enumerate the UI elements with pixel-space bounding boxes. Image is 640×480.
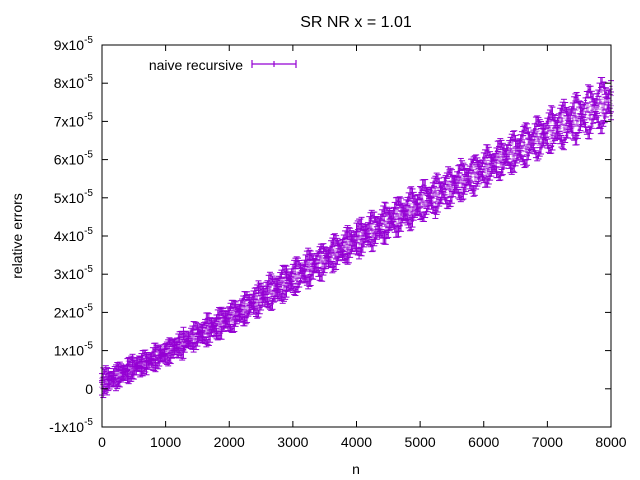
y-tick-label: 0 — [85, 381, 93, 397]
x-tick-label: 4000 — [341, 434, 372, 450]
data-point — [347, 227, 354, 240]
legend-label: naive recursive — [149, 57, 243, 73]
data-point — [266, 284, 273, 295]
data-point — [256, 282, 263, 294]
x-tick-label: 7000 — [532, 434, 563, 450]
y-tick-label: 5x10-5 — [54, 188, 94, 206]
legend-sample — [251, 60, 297, 68]
data-point — [217, 317, 224, 331]
y-tick-label: -1x10-5 — [49, 417, 93, 435]
y-tick-label: 7x10-5 — [54, 111, 94, 129]
y-tick-label: 6x10-5 — [54, 150, 94, 168]
x-tick-label: 1000 — [150, 434, 181, 450]
data-point — [356, 232, 363, 240]
legend: naive recursive — [149, 57, 297, 73]
data-point — [289, 283, 296, 294]
y-tick-label: 9x10-5 — [54, 35, 94, 53]
x-tick-label: 2000 — [214, 434, 245, 450]
data-point — [353, 236, 360, 245]
x-tick-label: 0 — [98, 434, 106, 450]
data-point — [306, 249, 313, 260]
data-point — [241, 300, 248, 313]
y-tick-label: 1x10-5 — [54, 341, 94, 359]
y-axis-label: relative errors — [9, 193, 25, 279]
chart-title: SR NR x = 1.01 — [300, 14, 412, 31]
y-tick-label: 2x10-5 — [54, 302, 94, 320]
y-tick-label: 3x10-5 — [54, 264, 94, 282]
y-tick-label: 8x10-5 — [54, 73, 94, 91]
data-point — [307, 273, 314, 287]
x-axis-label: n — [352, 461, 360, 477]
data-point — [356, 248, 363, 260]
x-tick-label: 6000 — [468, 434, 499, 450]
x-tick-label: 8000 — [595, 434, 626, 450]
x-tick-label: 3000 — [277, 434, 308, 450]
x-tick-label: 5000 — [405, 434, 436, 450]
data-point — [269, 297, 276, 310]
series-layer — [99, 76, 614, 399]
y-tick-label: 4x10-5 — [54, 226, 94, 244]
